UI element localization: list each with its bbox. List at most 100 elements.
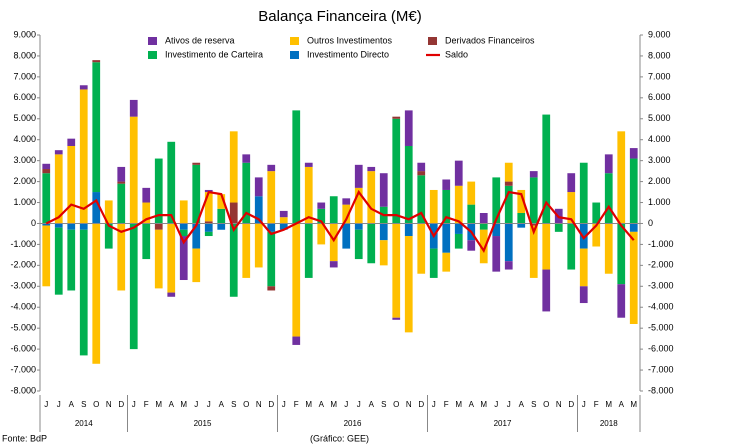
year-label: 2018 — [600, 419, 618, 428]
y2-tick-label: -5.000 — [648, 323, 674, 333]
bar — [229, 202, 238, 224]
legend-label: Ativos de reserva — [165, 35, 235, 45]
x-tick-label: D — [118, 400, 124, 409]
bar — [92, 62, 101, 193]
bar — [467, 181, 476, 205]
x-tick-label: O — [93, 400, 99, 409]
x-tick-label: J — [582, 400, 586, 409]
chart-title: Balança Financeira (M€) — [258, 8, 421, 25]
y-tick-label: -5.000 — [10, 323, 36, 333]
credit: (Gráfico: GEE) — [310, 433, 369, 443]
bar — [167, 292, 176, 297]
x-tick-label: A — [519, 400, 525, 409]
bar — [479, 223, 488, 230]
bar — [404, 110, 413, 146]
x-tick-label: A — [369, 400, 375, 409]
bar — [604, 154, 613, 174]
y2-tick-label: -4.000 — [648, 302, 674, 312]
bar — [579, 162, 588, 224]
bar — [454, 233, 463, 249]
year-label: 2014 — [75, 419, 93, 428]
x-tick-label: O — [393, 400, 399, 409]
legend-swatch — [148, 37, 157, 45]
bar — [92, 60, 101, 63]
bar — [242, 154, 251, 163]
bar — [67, 229, 76, 291]
bar — [354, 229, 363, 260]
bar — [629, 148, 638, 159]
bar — [579, 223, 588, 249]
x-tick-label: J — [132, 400, 136, 409]
y-tick-label: 8.000 — [13, 50, 36, 60]
bar — [504, 162, 513, 182]
bar — [279, 210, 288, 218]
bar — [404, 236, 413, 333]
bar — [117, 181, 126, 184]
y2-tick-label: 4.000 — [648, 134, 671, 144]
x-tick-label: J — [344, 400, 348, 409]
x-tick-label: M — [180, 400, 187, 409]
bar — [417, 171, 426, 176]
y-tick-label: 0 — [31, 218, 36, 228]
bar — [592, 223, 601, 247]
y-tick-label: -4.000 — [10, 302, 36, 312]
bar — [542, 223, 551, 270]
bar — [142, 202, 151, 224]
bar — [454, 223, 463, 234]
bar — [104, 223, 113, 249]
bar — [54, 154, 63, 224]
bar — [179, 229, 188, 237]
year-label: 2017 — [494, 419, 512, 428]
bar — [604, 223, 613, 274]
x-tick-label: J — [44, 400, 48, 409]
x-tick-label: A — [619, 400, 625, 409]
x-tick-label: S — [531, 400, 536, 409]
bar — [304, 223, 313, 278]
bar — [279, 223, 288, 230]
bar — [142, 187, 151, 203]
year-label: 2015 — [194, 419, 212, 428]
bar — [592, 202, 601, 224]
y-tick-label: -8.000 — [10, 385, 36, 395]
x-tick-label: M — [480, 400, 487, 409]
bar — [404, 145, 413, 224]
bar — [542, 114, 551, 224]
x-tick-label: M — [605, 400, 612, 409]
bar — [617, 284, 626, 318]
bar — [304, 162, 313, 167]
bar — [42, 163, 51, 170]
bar — [204, 221, 213, 224]
bar — [329, 261, 338, 268]
bar — [204, 223, 213, 232]
legend-label: Investimento de Carteira — [165, 49, 263, 59]
bar — [379, 173, 388, 207]
bar — [67, 145, 76, 224]
bar — [117, 223, 126, 291]
bar — [417, 223, 426, 274]
x-tick-label: J — [507, 400, 511, 409]
bar — [54, 150, 63, 155]
bar — [217, 194, 226, 209]
y2-tick-label: 3.000 — [648, 155, 671, 165]
bar — [417, 175, 426, 224]
x-tick-label: N — [406, 400, 412, 409]
x-tick-label: D — [268, 400, 274, 409]
bar — [629, 158, 638, 224]
y-tick-label: 4.000 — [13, 134, 36, 144]
bar — [154, 229, 163, 289]
y-tick-label: -7.000 — [10, 364, 36, 374]
bar — [54, 223, 63, 228]
bar — [367, 171, 376, 224]
bar — [192, 223, 201, 249]
bar — [342, 223, 351, 249]
line — [45, 189, 635, 254]
bar — [504, 223, 513, 262]
y2-tick-label: -6.000 — [648, 343, 674, 353]
bar — [442, 223, 451, 253]
bar — [617, 223, 626, 285]
y2-tick-label: 5.000 — [648, 113, 671, 123]
y-tick-label: 7.000 — [13, 71, 36, 81]
bar — [142, 223, 151, 260]
y-tick-label: 2.000 — [13, 176, 36, 186]
